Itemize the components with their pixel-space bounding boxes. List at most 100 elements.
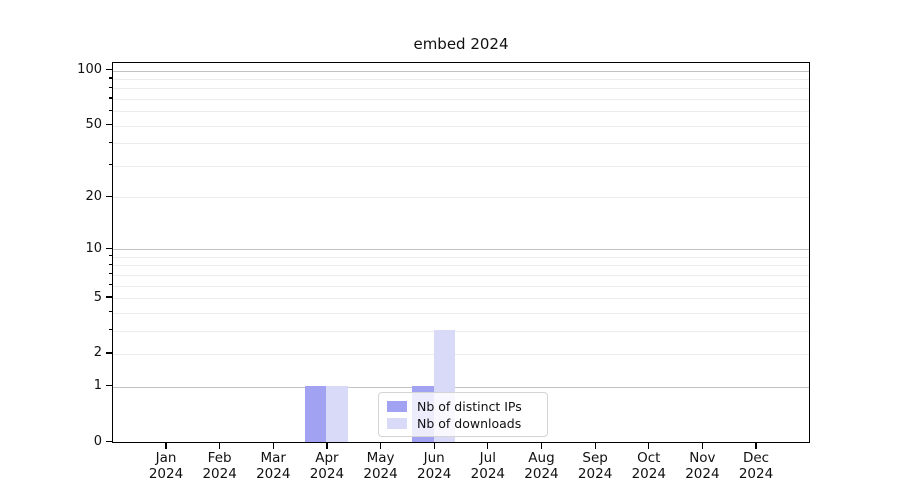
- x-tick-feb: [219, 443, 221, 449]
- minor-gridline-80: [113, 88, 809, 90]
- y-minor-tick-40: [109, 141, 112, 143]
- x-tick-label-feb: Feb 2024: [193, 450, 247, 482]
- y-minor-tick-9: [109, 255, 112, 257]
- x-tick-label-month: Dec: [742, 450, 770, 466]
- x-tick-label-may: May 2024: [354, 450, 408, 482]
- major-gridline-100: [113, 70, 809, 72]
- minor-gridline-30: [113, 165, 809, 167]
- minor-gridline-70: [113, 98, 809, 100]
- x-tick-label-dec: Dec 2024: [729, 450, 783, 482]
- y-minor-tick-3: [109, 329, 112, 331]
- x-tick-label-month: Feb: [207, 450, 232, 466]
- x-tick-dec: [755, 443, 757, 449]
- x-tick-label-jul: Jul 2024: [461, 450, 515, 482]
- legend-swatch-downloads: [387, 417, 407, 429]
- x-tick-jan: [165, 443, 167, 449]
- x-tick-label-month: Aug: [528, 450, 555, 466]
- x-tick-oct: [648, 443, 650, 449]
- plot-area: [112, 62, 810, 443]
- x-tick-label-month: Mar: [260, 450, 286, 466]
- major-gridline-1: [113, 386, 809, 388]
- x-tick-label-year: 2024: [417, 466, 452, 482]
- minor-gridline-90: [113, 78, 809, 80]
- legend-swatch-distinct-ips: [387, 400, 407, 412]
- minor-gridline-2: [113, 353, 809, 355]
- x-tick-label-jan: Jan 2024: [139, 450, 193, 482]
- y-tick-2: [106, 352, 112, 354]
- x-tick-label-month: Jun: [423, 450, 445, 466]
- legend-label-distinct-ips: Nb of distinct IPs: [417, 398, 522, 414]
- x-tick-apr: [326, 443, 328, 449]
- chart-title: embed 2024: [413, 35, 509, 53]
- x-tick-label-oct: Oct 2024: [622, 450, 676, 482]
- y-tick-label-20: 20: [85, 188, 102, 204]
- y-tick-1: [106, 385, 112, 387]
- x-tick-label-year: 2024: [309, 466, 345, 482]
- x-tick-mar: [272, 443, 274, 449]
- y-tick-label-10: 10: [85, 240, 102, 256]
- y-minor-tick-30: [109, 164, 112, 166]
- legend: Nb of distinct IPs Nb of downloads: [378, 392, 548, 437]
- x-tick-label-mar: Mar 2024: [246, 450, 300, 482]
- minor-gridline-60: [113, 111, 809, 113]
- minor-gridline-4: [113, 312, 809, 314]
- legend-item-downloads: Nb of downloads: [387, 415, 539, 431]
- x-tick-label-jun: Jun 2024: [407, 450, 461, 482]
- y-minor-tick-60: [109, 109, 112, 111]
- bar-distinct-ips-apr: [304, 386, 327, 442]
- minor-gridline-50: [113, 125, 809, 127]
- y-minor-tick-4: [109, 311, 112, 313]
- y-minor-tick-80: [109, 86, 112, 88]
- minor-gridline-40: [113, 143, 809, 145]
- x-tick-label-year: 2024: [738, 466, 774, 482]
- x-tick-label-year: 2024: [202, 466, 237, 482]
- y-tick-label-50: 50: [85, 117, 102, 133]
- minor-gridline-20: [113, 197, 809, 199]
- x-tick-jun: [433, 443, 435, 449]
- major-gridline-10: [113, 249, 809, 251]
- legend-label-downloads: Nb of downloads: [417, 415, 522, 431]
- y-tick-50: [106, 123, 112, 126]
- x-tick-label-month: Sep: [582, 450, 608, 466]
- y-tick-0: [106, 440, 112, 443]
- x-tick-label-year: 2024: [363, 466, 398, 482]
- y-tick-label-5: 5: [93, 289, 102, 305]
- x-tick-label-year: 2024: [577, 466, 613, 482]
- x-tick-may: [379, 443, 382, 449]
- y-minor-tick-90: [109, 77, 112, 79]
- x-tick-label-year: 2024: [631, 466, 666, 482]
- x-tick-label-year: 2024: [256, 466, 291, 482]
- x-tick-label-month: Jan: [155, 450, 177, 466]
- minor-gridline-6: [113, 285, 809, 287]
- x-tick-label-month: May: [366, 450, 395, 466]
- bar-downloads-apr: [326, 386, 348, 442]
- x-tick-sep: [594, 443, 596, 449]
- x-tick-label-aug: Aug 2024: [514, 450, 568, 482]
- minor-gridline-3: [113, 330, 809, 332]
- y-tick-label-100: 100: [77, 62, 102, 78]
- x-tick-label-month: Nov: [689, 450, 716, 466]
- y-tick-20: [106, 195, 112, 197]
- minor-gridline-8: [113, 265, 809, 267]
- y-tick-label-0: 0: [93, 434, 102, 449]
- y-tick-5: [106, 296, 112, 298]
- x-tick-label-apr: Apr 2024: [300, 450, 354, 482]
- y-tick-label-2: 2: [93, 345, 102, 361]
- minor-gridline-9: [113, 256, 809, 258]
- x-tick-label-year: 2024: [470, 466, 505, 482]
- x-tick-label-month: Apr: [315, 450, 339, 466]
- y-minor-tick-7: [109, 273, 112, 275]
- y-minor-tick-70: [109, 97, 112, 99]
- x-tick-label-month: Jul: [479, 450, 496, 466]
- minor-gridline-7: [113, 274, 809, 276]
- x-tick-nov: [701, 443, 703, 449]
- legend-item-distinct-ips: Nb of distinct IPs: [387, 398, 539, 414]
- x-tick-label-sep: Sep 2024: [568, 450, 622, 482]
- y-tick-label-1: 1: [93, 378, 102, 394]
- minor-gridline-5: [113, 298, 809, 300]
- x-tick-label-year: 2024: [524, 466, 559, 482]
- x-tick-aug: [540, 443, 543, 449]
- y-minor-tick-6: [109, 284, 112, 286]
- x-tick-jul: [487, 443, 489, 449]
